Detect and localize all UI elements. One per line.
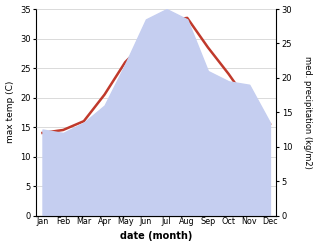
Y-axis label: med. precipitation (kg/m2): med. precipitation (kg/m2) (303, 56, 313, 169)
Y-axis label: max temp (C): max temp (C) (5, 81, 15, 144)
X-axis label: date (month): date (month) (120, 231, 192, 242)
